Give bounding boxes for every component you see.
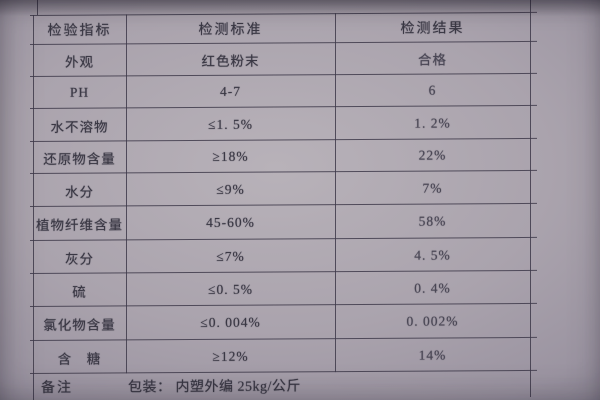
table-row: 灰分 ≤7% 4. 5%: [33, 238, 530, 274]
header-result: 检测结果: [400, 21, 465, 37]
indicator-cell: 硫: [72, 284, 87, 300]
table-row: 含 糖 ≥12% 14%: [33, 338, 530, 374]
result-cell: 6: [428, 82, 437, 98]
standard-cell: ≤0. 5%: [208, 281, 253, 297]
standard-cell: 红色粉末: [201, 53, 260, 69]
result-cell: 0. 002%: [406, 313, 459, 329]
remark-label: 备注: [41, 380, 73, 396]
table-rows-container: 检验指标 检测标准 检测结果 外观 红色粉末 合格 PH 4-7 6 水不溶物 …: [33, 12, 530, 374]
indicator-cell: 水不溶物: [50, 119, 109, 135]
indicator-cell: 含 糖: [57, 351, 102, 367]
standard-cell: 45-60%: [206, 214, 255, 230]
standard-cell: ≤9%: [216, 181, 245, 197]
standard-cell: ≤1. 5%: [208, 116, 253, 132]
standard-cell: ≤0. 004%: [200, 314, 261, 330]
indicator-cell: 外观: [65, 54, 94, 70]
table-header-row: 检验指标 检测标准 检测结果: [33, 12, 530, 45]
remark-value: 包装： 内塑外编 25kg/公斤: [128, 379, 301, 396]
standard-cell: 4-7: [220, 83, 241, 99]
upper-table-line-stub: [37, 0, 38, 15]
table-row: 水分 ≤9% 7%: [33, 171, 530, 207]
table-row: PH 4-7 6: [33, 74, 530, 109]
result-cell: 7%: [422, 179, 443, 196]
table-row: 硫 ≤0. 5% 0. 4%: [33, 271, 530, 307]
standard-cell: ≥18%: [212, 148, 249, 164]
table-row: 氯化物含量 ≤0. 004% 0. 002%: [33, 304, 530, 341]
result-cell: 1. 2%: [414, 114, 451, 131]
indicator-cell: 灰分: [65, 251, 94, 267]
remark-row: 备注 包装： 内塑外编 25kg/公斤: [33, 371, 530, 400]
indicator-cell: 植物纤维含量: [36, 217, 123, 233]
table-row: 水不溶物 ≤1. 5% 1. 2%: [33, 106, 530, 142]
table-row: 外观 红色粉末 合格: [33, 42, 530, 77]
table-row: 还原物含量 ≥18% 22%: [33, 139, 530, 174]
standard-cell: ≤7%: [216, 248, 245, 264]
result-cell: 58%: [418, 213, 447, 229]
header-standard: 检测标准: [198, 22, 263, 38]
indicator-cell: 还原物含量: [43, 151, 116, 167]
table-row: 植物纤维含量 45-60% 58%: [33, 204, 530, 241]
result-cell: 合格: [418, 52, 447, 68]
result-cell: 14%: [418, 346, 447, 363]
header-indicator: 检验指标: [47, 23, 112, 39]
inspection-table: 检验指标 检测标准 检测结果 外观 红色粉末 合格 PH 4-7 6 水不溶物 …: [30, 0, 537, 400]
indicator-cell: 氯化物含量: [43, 317, 116, 333]
standard-cell: ≥12%: [212, 348, 249, 364]
indicator-cell: PH: [69, 84, 90, 100]
result-cell: 22%: [418, 147, 447, 163]
result-cell: 0. 4%: [414, 279, 451, 296]
indicator-cell: 水分: [65, 184, 94, 200]
result-cell: 4. 5%: [414, 246, 451, 263]
